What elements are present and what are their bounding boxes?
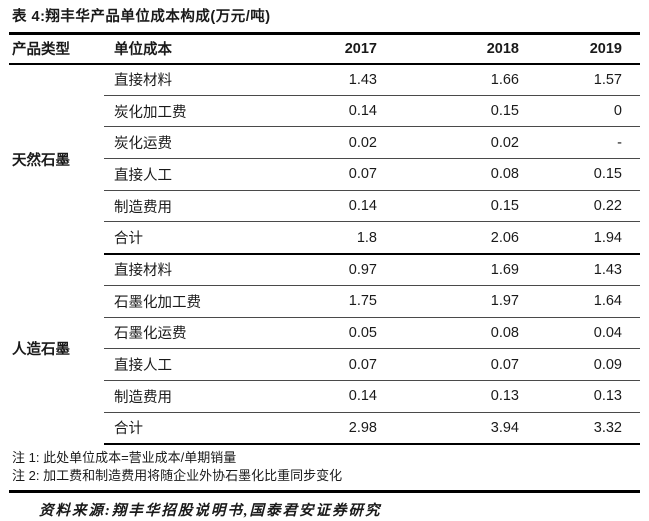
table-row: 石墨化运费 0.05 0.08 0.04 [9, 317, 640, 350]
source-line: 资料来源:翔丰华招股说明书,国泰君安证券研究 [39, 502, 382, 519]
value-2018: 3.94 [377, 412, 519, 445]
value-2019: 1.57 [519, 63, 640, 96]
cost-item-label: 直接人工 [104, 348, 264, 381]
table-row: 制造费用 0.14 0.15 0.22 [9, 190, 640, 223]
cost-item-label: 合计 [104, 221, 264, 255]
value-2018: 1.97 [377, 285, 519, 318]
value-2017: 0.97 [264, 253, 377, 286]
table-notes: 注 1: 此处单位成本=营业成本/单期销量 注 2: 加工费和制造费用将随企业外… [9, 445, 640, 493]
note-2: 注 2: 加工费和制造费用将随企业外协石墨化比重同步变化 [12, 467, 343, 483]
col-header-2017: 2017 [264, 32, 377, 65]
value-2017: 0.14 [264, 95, 377, 128]
table-row: 直接人工 0.07 0.07 0.09 [9, 348, 640, 381]
cost-item-label: 直接材料 [104, 63, 264, 96]
group-label-natural-graphite: 天然石墨 [12, 152, 70, 169]
unit-cost-table: 产品类型 单位成本 2017 2018 2019 天然石墨 直接材料 1.43 … [9, 32, 640, 445]
cost-item-label: 直接人工 [104, 158, 264, 191]
value-2018: 0.07 [377, 348, 519, 381]
value-2017: 0.14 [264, 380, 377, 413]
value-2018: 2.06 [377, 221, 519, 255]
value-2019: 1.64 [519, 285, 640, 318]
value-2017: 1.75 [264, 285, 377, 318]
value-2018: 1.69 [377, 253, 519, 286]
table-row-total: 合计 1.8 2.06 1.94 [9, 221, 640, 255]
value-2017: 1.43 [264, 63, 377, 96]
group-label-artificial-graphite: 人造石墨 [12, 342, 70, 359]
table-row: 炭化加工费 0.14 0.15 0 [9, 95, 640, 128]
value-2018: 0.08 [377, 158, 519, 191]
col-header-2019: 2019 [519, 32, 640, 65]
value-2017: 0.02 [264, 126, 377, 160]
table-row: 石墨化加工费 1.75 1.97 1.64 [9, 285, 640, 318]
value-2019: 0.04 [519, 317, 640, 350]
table-row: 人造石墨 直接材料 0.97 1.69 1.43 [9, 253, 640, 358]
value-2019: 0 [519, 95, 640, 128]
value-2018: 1.66 [377, 63, 519, 96]
value-2018: 0.15 [377, 95, 519, 128]
value-2017: 0.14 [264, 190, 377, 223]
value-2017: 0.07 [264, 348, 377, 381]
table-row: 直接人工 0.07 0.08 0.15 [9, 158, 640, 191]
value-2019: 0.13 [519, 380, 640, 413]
cost-item-label: 石墨化加工费 [104, 285, 264, 318]
value-2018: 0.08 [377, 317, 519, 350]
cost-item-label: 合计 [104, 412, 264, 445]
value-2019: 0.22 [519, 190, 640, 223]
value-2017: 2.98 [264, 412, 377, 445]
col-header-product-type: 产品类型 [9, 32, 104, 65]
value-2018: 0.13 [377, 380, 519, 413]
value-2019: 3.32 [519, 412, 640, 445]
value-2019: 1.43 [519, 253, 640, 286]
value-2017: 0.07 [264, 158, 377, 191]
value-2018: 0.02 [377, 126, 519, 160]
cost-item-label: 石墨化运费 [104, 317, 264, 350]
table-row: 炭化运费 0.02 0.02 - [9, 126, 640, 160]
cost-item-label: 制造费用 [104, 380, 264, 413]
value-2017: 0.05 [264, 317, 377, 350]
cost-item-label: 直接材料 [104, 253, 264, 286]
table-header-row: 产品类型 单位成本 2017 2018 2019 [9, 32, 640, 65]
col-header-2018: 2018 [377, 32, 519, 65]
table-row: 天然石墨 直接材料 1.43 1.66 1.57 [9, 63, 640, 169]
value-2019: 0.09 [519, 348, 640, 381]
note-1: 注 1: 此处单位成本=营业成本/单期销量 [12, 449, 237, 465]
value-2017: 1.8 [264, 221, 377, 255]
table-row-total: 合计 2.98 3.94 3.32 [9, 412, 640, 445]
value-2018: 0.15 [377, 190, 519, 223]
value-2019: 1.94 [519, 221, 640, 255]
cost-item-label: 制造费用 [104, 190, 264, 223]
table-title: 表 4:翔丰华产品单位成本构成(万元/吨) [12, 9, 271, 25]
cost-item-label: 炭化加工费 [104, 95, 264, 128]
table-row: 制造费用 0.14 0.13 0.13 [9, 380, 640, 413]
col-header-unit-cost: 单位成本 [104, 32, 264, 65]
cost-item-label: 炭化运费 [104, 126, 264, 160]
value-2019: 0.15 [519, 158, 640, 191]
value-2019: - [519, 126, 640, 160]
